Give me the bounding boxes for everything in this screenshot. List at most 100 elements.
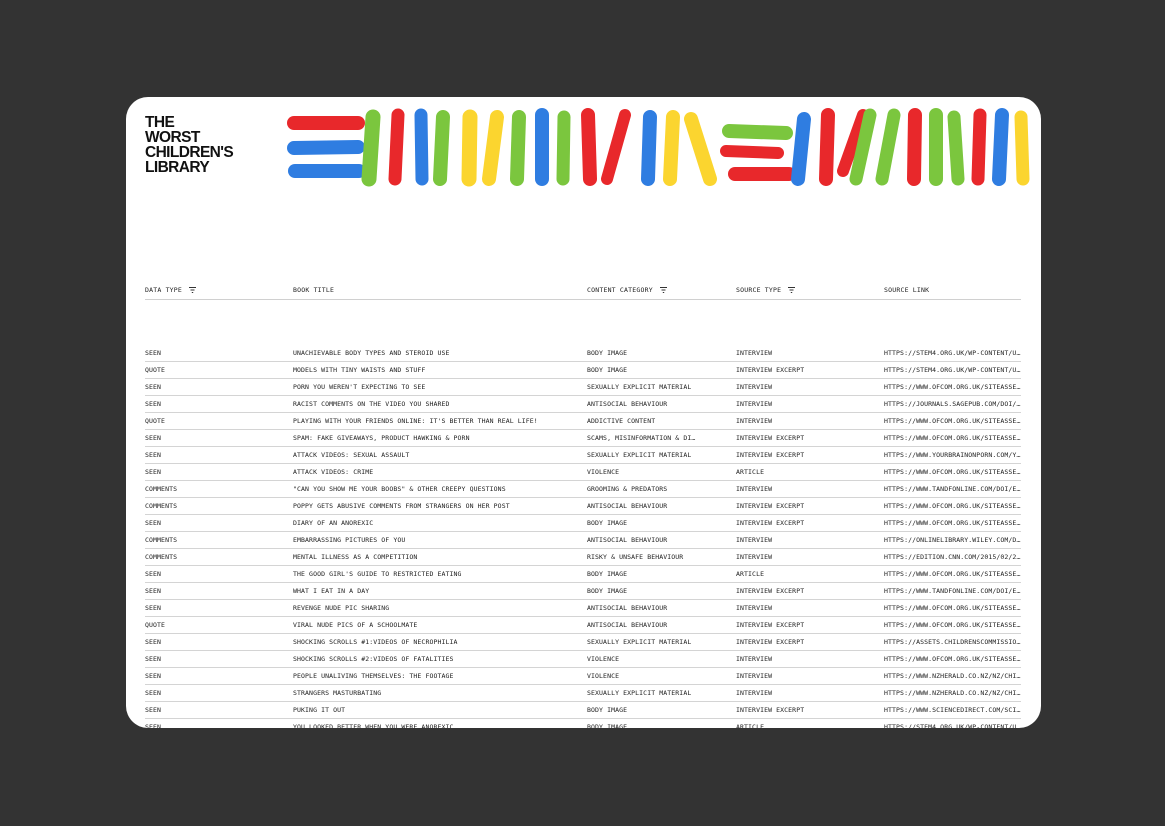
book-title-cell: PLAYING WITH YOUR FRIENDS ONLINE: IT'S B… [293,417,538,425]
logo-line: WORST [145,129,200,146]
table-row[interactable]: COMMENTS EMBARRASSING PICTURES OF YOU ANTI… [145,532,1021,549]
column-header-data-type[interactable]: DATA TYPE [145,286,197,294]
table-row[interactable]: COMMENTS POPPY GETS ABUSIVE COMMENTS FROM… [145,498,1021,515]
source-link-cell[interactable]: HTTPS://STEM4.ORG.UK/WP-CONTENT/UPLOA… [884,366,1021,374]
column-header-label: SOURCE LINK [884,286,930,294]
book-title-cell: "CAN YOU SHOW ME YOUR BOOBS" & OTHER CRE… [293,485,506,493]
table-row[interactable]: SEEN STRANGERS MASTURBATING SEXUALLY EXPLI… [145,685,1021,702]
table-row[interactable]: SEEN SHOCKING SCROLLS #2:VIDEOS OF FATALI… [145,651,1021,668]
filter-icon[interactable] [189,287,197,293]
book-title-cell: THE GOOD GIRL'S GUIDE TO RESTRICTED EATI… [293,570,462,578]
content-category-cell: RISKY & UNSAFE BEHAVIOUR [587,553,684,561]
table-row[interactable]: SEEN DIARY OF AN ANOREXIC BODY IMAGE INTERV… [145,515,1021,532]
table-row[interactable]: SEEN ATTACK VIDEOS: CRIME VIOLENCE ARTICLE H… [145,464,1021,481]
source-link-cell[interactable]: HTTPS://WWW.OFCOM.ORG.UK/SITEASSETS/R… [884,434,1021,442]
book-title-cell: PORN YOU WEREN'T EXPECTING TO SEE [293,383,426,391]
source-link-cell[interactable]: HTTPS://WWW.OFCOM.ORG.UK/SITEASSETS/R… [884,655,1021,663]
table-row[interactable]: QUOTE PLAYING WITH YOUR FRIENDS ONLINE: I… [145,413,1021,430]
table-row[interactable]: SEEN SPAM: FAKE GIVEAWAYS, PRODUCT HAWKIN… [145,430,1021,447]
source-link-cell[interactable]: HTTPS://WWW.SCIENCEDIRECT.COM/SCIENCE… [884,706,1021,714]
book-spine [287,140,365,155]
content-category-cell: BODY IMAGE [587,366,628,374]
data-type-cell: SEEN [145,706,162,714]
table-row[interactable]: QUOTE VIRAL NUDE PICS OF A SCHOOLMATE ANTI… [145,617,1021,634]
data-type-cell: COMMENTS [145,485,178,493]
book-spine [414,108,429,186]
table-row[interactable]: SEEN REVENGE NUDE PIC SHARING ANTISOCIAL B… [145,600,1021,617]
source-link-cell[interactable]: HTTPS://WWW.OFCOM.ORG.UK/SITEASSETS/R… [884,502,1021,510]
table-row[interactable]: SEEN ATTACK VIDEOS: SEXUAL ASSAULT SEXUALL… [145,447,1021,464]
book-spine [819,108,835,186]
source-link-cell[interactable]: HTTPS://STEM4.ORG.UK/WP-CONTENT/UPLOA… [884,723,1021,728]
content-category-cell: BODY IMAGE [587,587,628,595]
book-spine [482,110,504,186]
source-link-cell[interactable]: HTTPS://WWW.OFCOM.ORG.UK/SITEASSETS/R… [884,604,1021,612]
book-title-cell: RACIST COMMENTS ON THE VIDEO YOU SHARED [293,400,450,408]
data-type-cell: QUOTE [145,366,166,374]
source-link-cell[interactable]: HTTPS://EDITION.CNN.COM/2015/02/25/HE… [884,553,1021,561]
table-row[interactable]: SEEN RACIST COMMENTS ON THE VIDEO YOU SHA… [145,396,1021,413]
table-row[interactable]: SEEN PUKING IT OUT BODY IMAGE INTERVIEW EXC… [145,702,1021,719]
source-link-cell[interactable]: HTTPS://JOURNALS.SAGEPUB.COM/DOI/EPUB… [884,400,1021,408]
source-type-cell: INTERVIEW [736,689,773,697]
filter-icon[interactable] [659,287,667,293]
source-link-cell[interactable]: HTTPS://WWW.YOURBRAINONPORN.COM/YBOP-… [884,451,1021,459]
book-spine [1014,110,1030,186]
source-link-cell[interactable]: HTTPS://WWW.TANDFONLINE.COM/DOI/EPDF/… [884,587,1021,595]
data-type-cell: SEEN [145,638,162,646]
table-row[interactable]: SEEN THE GOOD GIRL'S GUIDE TO RESTRICTED … [145,566,1021,583]
source-link-cell[interactable]: HTTPS://WWW.OFCOM.ORG.UK/SITEASSETS/R… [884,383,1021,391]
table-row[interactable]: SEEN WHAT I EAT IN A DAY BODY IMAGE INTERVI… [145,583,1021,600]
source-type-cell: INTERVIEW [736,672,773,680]
book-spine [433,110,450,186]
column-header-book-title[interactable]: BOOK TITLE [293,286,334,294]
book-title-cell: WHAT I EAT IN A DAY [293,587,370,595]
content-category-cell: BODY IMAGE [587,519,628,527]
source-link-cell[interactable]: HTTPS://ASSETS.CHILDRENSCOMMISSIONER.… [884,638,1021,646]
book-spine [875,108,901,186]
book-spine [837,109,869,177]
filter-icon[interactable] [788,287,796,293]
source-link-cell[interactable]: HTTPS://WWW.OFCOM.ORG.UK/SITEASSETS/R… [884,519,1021,527]
logo-line: CHILDREN'S [145,144,234,161]
table-row[interactable]: SEEN SHOCKING SCROLLS #1:VIDEOS OF NECROP… [145,634,1021,651]
book-spine [581,108,597,186]
book-title-cell: SHOCKING SCROLLS #1:VIDEOS OF NECROPHILI… [293,638,458,646]
book-spine [361,109,381,187]
table-row[interactable]: COMMENTS "CAN YOU SHOW ME YOUR BOOBS" & O… [145,481,1021,498]
table-row[interactable]: QUOTE MODELS WITH TINY WAISTS AND STUFF BO… [145,362,1021,379]
source-link-cell[interactable]: HTTPS://WWW.NZHERALD.CO.NZ/NZ/CHILD-P… [884,672,1021,680]
book-spine [601,109,631,185]
column-header-source-type[interactable]: SOURCE TYPE [736,286,796,294]
content-category-cell: BODY IMAGE [587,723,628,728]
content-category-cell: SEXUALLY EXPLICIT MATERIAL [587,638,692,646]
column-header-content-category[interactable]: CONTENT CATEGORY [587,286,667,294]
content-category-cell: SEXUALLY EXPLICIT MATERIAL [587,451,692,459]
content-category-cell: ANTISOCIAL BEHAVIOUR [587,604,668,612]
content-category-cell: GROOMING & PREDATORS [587,485,668,493]
source-link-cell[interactable]: HTTPS://STEM4.ORG.UK/WP-CONTENT/UPLOA… [884,349,1021,357]
source-type-cell: INTERVIEW [736,400,773,408]
table-row[interactable]: SEEN YOU LOOKED BETTER WHEN YOU WERE ANOR… [145,719,1021,728]
column-header-source-link[interactable]: SOURCE LINK [884,286,929,294]
content-category-cell: ANTISOCIAL BEHAVIOUR [587,536,668,544]
source-type-cell: INTERVIEW [736,349,773,357]
source-type-cell: INTERVIEW EXCERPT [736,519,805,527]
book-spine [641,110,657,186]
table-row[interactable]: SEEN PORN YOU WEREN'T EXPECTING TO SEE SEX… [145,379,1021,396]
source-link-cell[interactable]: HTTPS://ONLINELIBRARY.WILEY.COM/DOI/E… [884,536,1021,544]
source-type-cell: INTERVIEW [736,417,773,425]
table-row[interactable]: COMMENTS MENTAL ILLNESS AS A COMPETITION R… [145,549,1021,566]
book-title-cell: DIARY OF AN ANOREXIC [293,519,374,527]
data-type-cell: SEEN [145,587,162,595]
source-link-cell[interactable]: HTTPS://WWW.TANDFONLINE.COM/DOI/EPDF/… [884,485,1021,493]
source-link-cell[interactable]: HTTPS://WWW.NZHERALD.CO.NZ/NZ/CHILD-P… [884,689,1021,697]
site-logo[interactable]: THE WORST CHILDREN'S LIBRARY [145,115,265,176]
source-link-cell[interactable]: HTTPS://WWW.OFCOM.ORG.UK/SITEASSETS/R… [884,621,1021,629]
source-link-cell[interactable]: HTTPS://WWW.OFCOM.ORG.UK/SITEASSETS/R… [884,468,1021,476]
data-type-cell: SEEN [145,570,162,578]
table-row[interactable]: SEEN PEOPLE UNALIVING THEMSELVES: THE FOO… [145,668,1021,685]
source-link-cell[interactable]: HTTPS://WWW.OFCOM.ORG.UK/SITEASSETS/R… [884,417,1021,425]
table-row[interactable]: SEEN UNACHIEVABLE BODY TYPES AND STEROID … [145,345,1021,362]
source-link-cell[interactable]: HTTPS://WWW.OFCOM.ORG.UK/SITEASSETS/R… [884,570,1021,578]
